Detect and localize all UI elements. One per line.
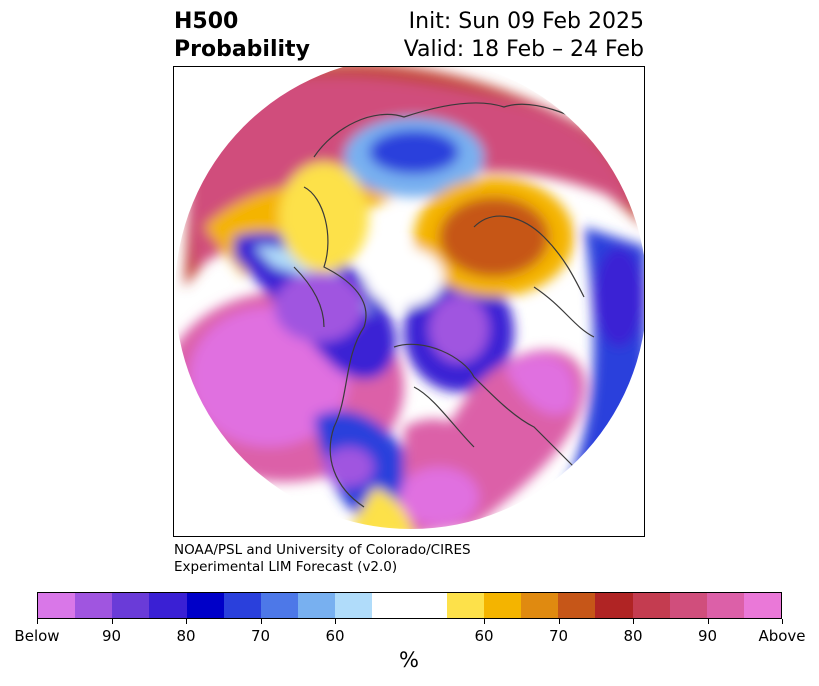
map-title: H500 Probability	[174, 8, 310, 64]
colorbar-segment	[223, 593, 261, 618]
colorbar-segment	[372, 593, 410, 618]
colorbar-tick-label: 70	[548, 627, 569, 645]
colorbar-tick-label: 90	[101, 627, 122, 645]
colorbar	[37, 592, 782, 619]
colorbar-segment	[706, 593, 744, 618]
colorbar-segment	[483, 593, 522, 618]
colorbar-tick-label: 70	[250, 627, 271, 645]
colorbar-tick-mark	[633, 619, 634, 624]
colorbar-tick-label: Above	[758, 627, 806, 645]
credit-line-2: Experimental LIM Forecast (v2.0)	[174, 559, 398, 575]
map-canvas	[175, 67, 644, 529]
colorbar-segment	[669, 593, 707, 618]
colorbar-segment	[186, 593, 224, 618]
colorbar-tick-label: 90	[697, 627, 718, 645]
forecast-dates: Init: Sun 09 Feb 2025 Valid: 18 Feb – 24…	[404, 8, 644, 64]
colorbar-tick-mark	[186, 619, 187, 624]
colorbar-segment	[446, 593, 484, 618]
colorbar-tick-mark	[111, 619, 113, 624]
colorbar-tick-mark	[260, 619, 262, 624]
colorbar-segment	[112, 593, 150, 618]
colorbar-segment	[409, 593, 447, 618]
valid-range: Valid: 18 Feb – 24 Feb	[403, 37, 644, 62]
colorbar-segment	[149, 593, 187, 618]
colorbar-segment	[298, 593, 336, 618]
colorbar-segment	[75, 593, 113, 618]
colorbar-segment	[38, 593, 76, 618]
colorbar-tick-mark	[707, 619, 709, 624]
colorbar-tick-mark	[37, 619, 38, 624]
colorbar-tick-label: 80	[176, 627, 196, 645]
colorbar-segment	[521, 593, 559, 618]
init-date: Init: Sun 09 Feb 2025	[408, 9, 644, 34]
colorbar-units: %	[399, 648, 419, 672]
colorbar-tick-mark	[558, 619, 560, 624]
probability-field	[175, 67, 644, 529]
colorbar-segment	[558, 593, 596, 618]
colorbar-tick-label: 60	[474, 627, 494, 645]
colorbar-segment	[260, 593, 299, 618]
credit-text: NOAA/PSL and University of Colorado/CIRE…	[174, 542, 471, 576]
colorbar-tick-label: Below	[14, 627, 60, 645]
colorbar-segment	[743, 593, 782, 618]
title-line-2: Probability	[174, 37, 310, 62]
credit-line-1: NOAA/PSL and University of Colorado/CIRE…	[174, 542, 471, 558]
title-line-1: H500	[174, 9, 239, 34]
colorbar-tick-mark	[335, 619, 336, 624]
coastlines	[293, 102, 595, 508]
probability-map	[173, 66, 645, 537]
colorbar-segment	[335, 593, 373, 618]
colorbar-tick-label: 60	[325, 627, 345, 645]
colorbar-segment	[632, 593, 670, 618]
colorbar-tick-label: 80	[623, 627, 643, 645]
colorbar-tick-mark	[782, 619, 783, 624]
colorbar-tick-mark	[484, 619, 485, 624]
colorbar-segment	[595, 593, 633, 618]
